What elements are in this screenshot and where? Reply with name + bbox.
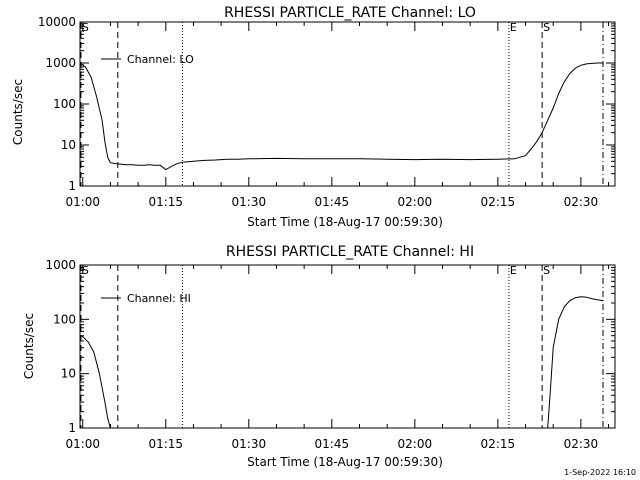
chart-hi-xlabel: Start Time (18-Aug-17 00:59:30) bbox=[247, 455, 443, 469]
chart-lo-xlabel: Start Time (18-Aug-17 00:59:30) bbox=[247, 215, 443, 229]
y-tick-label: 10000 bbox=[38, 15, 76, 29]
y-tick-label: 10 bbox=[61, 367, 76, 381]
chart-lo-legend-label: Channel: LO bbox=[127, 53, 194, 66]
y-tick-label: 1 bbox=[68, 179, 76, 193]
chart-lo-panel: RHESSI PARTICLE_RATE Channel: LO Counts/… bbox=[11, 5, 616, 229]
y-tick-label: 1000 bbox=[45, 258, 76, 272]
x-tick-label: 02:15 bbox=[481, 437, 516, 451]
x-tick-label: 01:15 bbox=[148, 437, 183, 451]
chart-lo-legend: Channel: LO bbox=[101, 53, 194, 66]
chart-lo-axes-frame bbox=[79, 21, 616, 187]
x-tick-label: 01:15 bbox=[148, 195, 183, 209]
x-tick-label: 01:30 bbox=[232, 437, 267, 451]
x-tick-label: 01:00 bbox=[65, 437, 100, 451]
chart-lo-series bbox=[79, 62, 603, 171]
chart-hi-ylabel: Counts/sec bbox=[22, 313, 36, 379]
y-tick-label: 100 bbox=[53, 97, 76, 111]
chart-hi-title: RHESSI PARTICLE_RATE Channel: HI bbox=[226, 244, 474, 260]
chart-hi-legend-label: Channel: HI bbox=[127, 292, 191, 305]
event-marker-label: S bbox=[543, 21, 550, 34]
event-marker-label: E bbox=[510, 21, 517, 34]
x-tick-label: 01:45 bbox=[315, 437, 350, 451]
chart-hi-legend: Channel: HI bbox=[101, 292, 191, 305]
chart-lo-ticks: 1 10 100 1000 10000 01:00 01:15 01:30 01:45 02:00… bbox=[38, 15, 615, 209]
x-tick-label: 02:00 bbox=[398, 195, 433, 209]
x-tick-label: 02:30 bbox=[564, 437, 599, 451]
chart-hi-panel: RHESSI PARTICLE_RATE Channel: HI Counts/… bbox=[22, 244, 616, 469]
x-tick-label: 02:30 bbox=[564, 195, 599, 209]
chart-hi-series bbox=[79, 296, 604, 429]
series-line bbox=[79, 62, 603, 171]
chart-hi-ticks: 1 10 100 1000 01:00 01:15 01:30 01:45 02:00 02:15… bbox=[45, 258, 615, 451]
footer-timestamp: 1-Sep-2022 16:10 bbox=[564, 468, 636, 477]
y-tick-label: 1 bbox=[68, 421, 76, 435]
x-tick-label: 01:45 bbox=[315, 195, 350, 209]
x-tick-label: 01:00 bbox=[65, 195, 100, 209]
x-tick-label: 01:30 bbox=[232, 195, 267, 209]
x-tick-label: 02:15 bbox=[481, 195, 516, 209]
event-marker-label: S bbox=[82, 21, 89, 34]
event-marker-label: S bbox=[543, 264, 550, 277]
x-tick-label: 02:00 bbox=[398, 437, 433, 451]
chart-lo-ylabel: Counts/sec bbox=[11, 79, 25, 145]
event-marker-label: E bbox=[510, 264, 517, 277]
chart-lo-title: RHESSI PARTICLE_RATE Channel: LO bbox=[224, 5, 476, 21]
series-line bbox=[79, 296, 604, 429]
y-tick-label: 10 bbox=[61, 138, 76, 152]
event-marker-label: S bbox=[82, 264, 89, 277]
y-tick-label: 1000 bbox=[45, 56, 76, 70]
y-tick-label: 100 bbox=[53, 312, 76, 326]
chart-hi-axes-frame bbox=[79, 264, 616, 429]
